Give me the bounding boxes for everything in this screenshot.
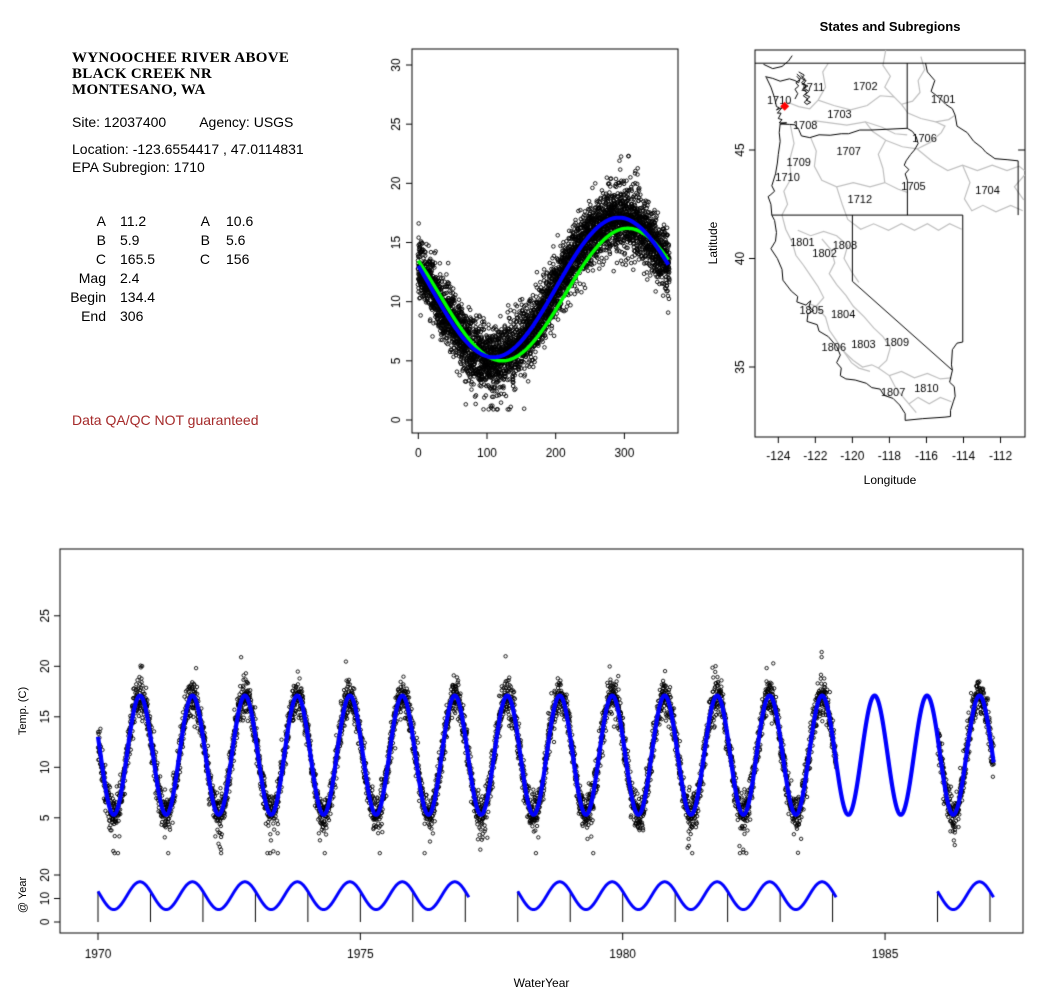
site-agency-row: Site: 12037400 Agency: USGS [72, 114, 293, 130]
qa-warning-text: Data QA/QC NOT guaranteed [72, 412, 259, 428]
param-value: 11.2 [120, 213, 147, 229]
timeseries-xaxis-title: WaterYear [513, 976, 570, 990]
param-row: A 11.2 [60, 212, 155, 231]
param-row: C 156 [190, 250, 253, 269]
param-row: A 10.6 [190, 212, 254, 231]
param-value: 10.6 [226, 213, 254, 229]
param-label: C [95, 251, 106, 267]
fit-params-column-2: A 10.6 B 5.6 C 156 [190, 212, 253, 269]
param-label: A [96, 213, 106, 229]
param-row: B 5.9 [60, 231, 155, 250]
site-label: Site: [72, 114, 101, 130]
param-row: Begin 134.4 [60, 288, 155, 307]
timeseries-yaxis-title: Temp. (C) [17, 686, 29, 736]
param-value: 134.4 [120, 289, 156, 305]
param-row: B 5.6 [190, 231, 253, 250]
param-value: 156 [226, 251, 250, 267]
param-label: Mag [78, 270, 106, 286]
station-title-line3: MONTESANO, WA [72, 82, 206, 98]
param-value: 2.4 [120, 270, 140, 286]
fit-params-column-1: A 11.2 B 5.9 C 165.5 Mag 2.4 Begin 134.4 End 3… [60, 212, 155, 326]
station-title-line1: WYNOOCHEE RIVER ABOVE [72, 50, 290, 66]
map-xaxis-title: Longitude [863, 473, 917, 487]
param-label: A [200, 213, 210, 229]
param-row: C 165.5 [60, 250, 155, 269]
location-line: Location: -123.6554417 , 47.0114831 [72, 141, 304, 157]
strip-yaxis-title: @ Year [17, 876, 29, 914]
param-value: 165.5 [120, 251, 156, 267]
agency-label: Agency: [199, 114, 250, 130]
station-title-line2: BLACK CREEK NR [72, 66, 213, 82]
param-label: C [199, 251, 210, 267]
param-value: 5.9 [120, 232, 140, 248]
epa-subregion-line: EPA Subregion: 1710 [72, 159, 205, 175]
param-row: Mag 2.4 [60, 269, 155, 288]
param-value: 306 [120, 308, 144, 324]
agency-value: USGS [253, 114, 294, 130]
param-label: B [96, 232, 106, 248]
map-yaxis-title: Latitude [706, 221, 720, 265]
param-row: End 306 [60, 307, 155, 326]
param-label: B [200, 232, 210, 248]
param-label: End [81, 308, 106, 324]
map-title: States and Subregions [819, 19, 961, 34]
station-title: WYNOOCHEE RIVER ABOVE BLACK CREEK NR MON… [72, 50, 289, 98]
param-value: 5.6 [226, 232, 246, 248]
site-value: 12037400 [103, 114, 167, 130]
param-label: Begin [70, 289, 106, 305]
